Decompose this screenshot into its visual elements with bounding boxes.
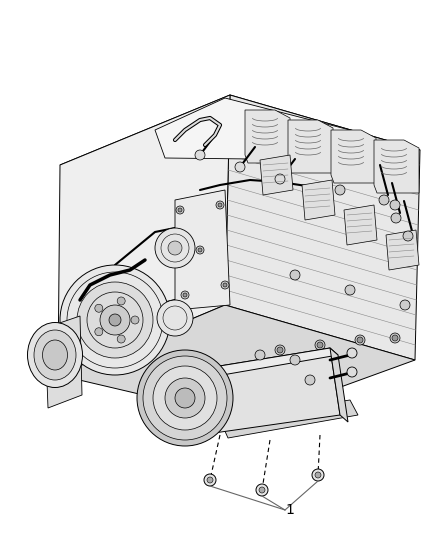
Circle shape (315, 340, 325, 350)
Circle shape (345, 285, 355, 295)
Circle shape (95, 304, 103, 312)
Circle shape (256, 484, 268, 496)
Circle shape (390, 200, 400, 210)
Circle shape (100, 305, 130, 335)
Polygon shape (331, 130, 376, 183)
Polygon shape (45, 316, 82, 408)
Circle shape (155, 228, 195, 268)
Polygon shape (220, 400, 358, 438)
Polygon shape (58, 95, 230, 375)
Circle shape (255, 350, 265, 360)
Circle shape (223, 283, 227, 287)
Circle shape (207, 477, 213, 483)
Polygon shape (302, 180, 335, 220)
Polygon shape (330, 348, 348, 422)
Polygon shape (260, 155, 293, 195)
Circle shape (390, 333, 400, 343)
Circle shape (335, 185, 345, 195)
Circle shape (290, 270, 300, 280)
Circle shape (277, 347, 283, 353)
Circle shape (216, 201, 224, 209)
Circle shape (176, 206, 184, 214)
Circle shape (357, 337, 363, 343)
Text: 1: 1 (285, 503, 294, 517)
Circle shape (117, 297, 125, 305)
Circle shape (275, 345, 285, 355)
Circle shape (221, 281, 229, 289)
Polygon shape (245, 110, 290, 163)
Circle shape (109, 314, 121, 326)
Polygon shape (155, 98, 350, 160)
Polygon shape (344, 205, 377, 245)
Polygon shape (60, 95, 420, 225)
Circle shape (315, 472, 321, 478)
Polygon shape (225, 95, 420, 360)
Circle shape (392, 335, 398, 341)
Polygon shape (288, 120, 333, 173)
Polygon shape (195, 348, 340, 435)
Circle shape (317, 342, 323, 348)
Circle shape (196, 246, 204, 254)
Polygon shape (175, 190, 230, 310)
Circle shape (379, 195, 389, 205)
Circle shape (347, 348, 357, 358)
Circle shape (198, 248, 202, 252)
Circle shape (183, 293, 187, 297)
Circle shape (218, 203, 222, 207)
Circle shape (290, 355, 300, 365)
Circle shape (77, 282, 153, 358)
Ellipse shape (34, 330, 76, 380)
Ellipse shape (42, 340, 67, 370)
Circle shape (280, 170, 290, 180)
Circle shape (178, 208, 182, 212)
Circle shape (60, 265, 170, 375)
Circle shape (400, 300, 410, 310)
Circle shape (137, 350, 233, 446)
Polygon shape (195, 348, 338, 378)
Circle shape (235, 162, 245, 172)
Polygon shape (374, 140, 419, 193)
Circle shape (117, 335, 125, 343)
Circle shape (165, 378, 205, 418)
Circle shape (168, 241, 182, 255)
Circle shape (153, 366, 217, 430)
Circle shape (95, 328, 103, 336)
Circle shape (347, 367, 357, 377)
Ellipse shape (28, 322, 82, 387)
Circle shape (204, 474, 216, 486)
Circle shape (312, 469, 324, 481)
Circle shape (403, 231, 413, 241)
Circle shape (391, 213, 401, 223)
Polygon shape (58, 305, 415, 420)
Circle shape (259, 487, 265, 493)
Circle shape (143, 356, 227, 440)
Circle shape (175, 388, 195, 408)
Circle shape (157, 300, 193, 336)
Circle shape (355, 335, 365, 345)
Circle shape (181, 291, 189, 299)
Circle shape (131, 316, 139, 324)
Circle shape (275, 174, 285, 184)
Circle shape (195, 150, 205, 160)
Polygon shape (386, 230, 419, 270)
Circle shape (305, 375, 315, 385)
